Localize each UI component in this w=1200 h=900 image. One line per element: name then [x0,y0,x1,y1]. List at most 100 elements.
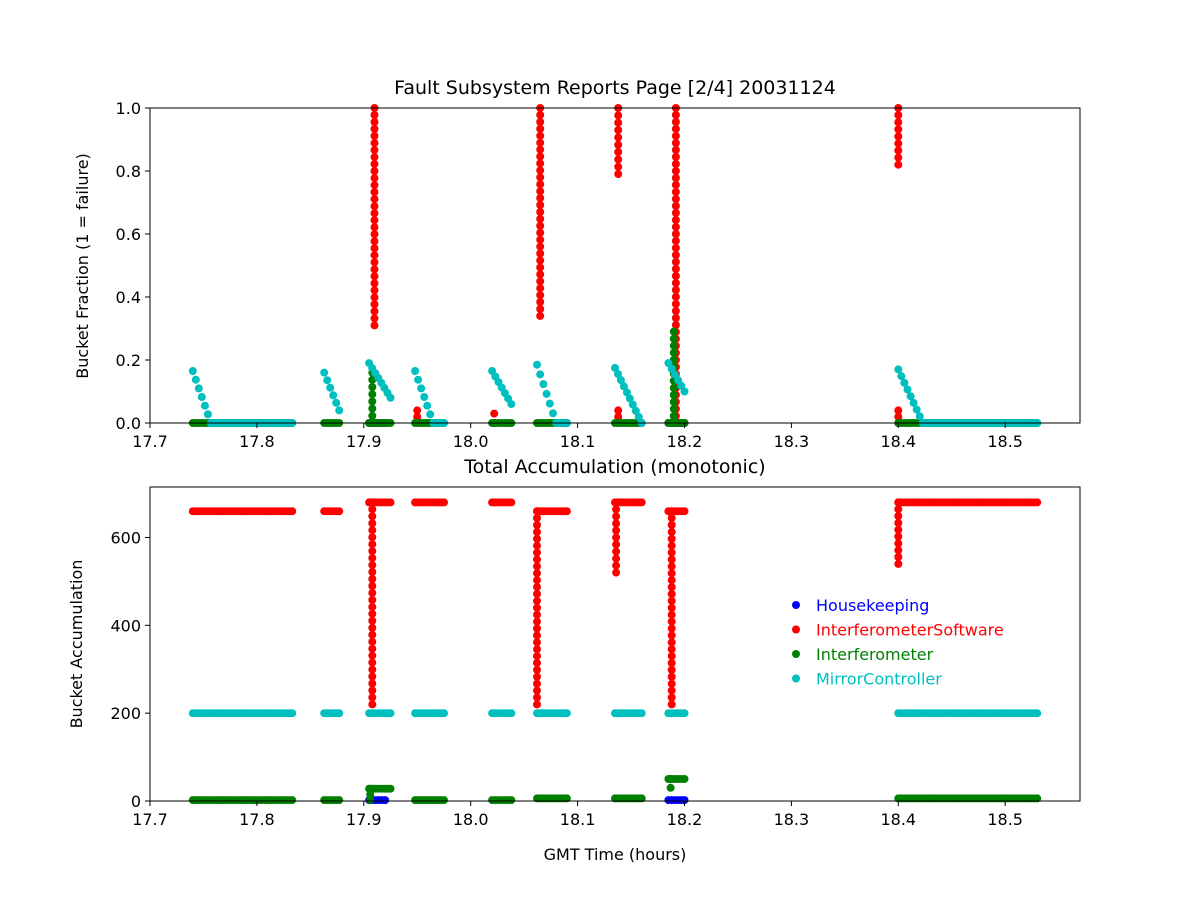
data-point [370,125,379,133]
data-point [533,555,541,564]
data-point [536,249,545,258]
data-point [614,370,622,378]
data-point [536,214,545,223]
data-point [614,162,623,171]
data-point [667,596,676,605]
series-MirrorController [188,709,1042,718]
data-point [671,125,680,133]
data-point [188,367,197,375]
data-point [533,638,541,647]
data-point [667,555,676,564]
data-point [894,139,903,148]
top-y-axis-label: Bucket Fraction (1 = failure) [73,153,92,379]
data-point [368,623,377,632]
data-point [536,145,545,154]
data-point [386,784,395,793]
data-point [533,596,541,605]
data-point [370,202,379,211]
bottom-chart-title: Total Accumulation (monotonic) [463,456,765,478]
data-point [417,384,426,393]
data-point [667,610,676,619]
data-point [507,498,516,507]
data-point [536,208,545,216]
data-point [507,796,516,805]
data-point [440,709,448,718]
data-point [894,132,903,141]
data-point [622,388,631,397]
data-point [536,194,545,203]
data-point [370,160,379,169]
data-point [536,138,545,147]
data-point [671,286,680,294]
data-point [667,693,676,702]
data-point [637,709,646,718]
data-point [423,401,432,410]
data-point [370,272,379,281]
data-point [906,392,915,401]
data-point [533,541,541,550]
data-point [335,796,344,805]
data-point [669,341,678,350]
data-point [894,512,903,520]
data-point [612,568,621,577]
data-point [426,410,435,419]
data-point [667,527,676,536]
data-point [533,610,541,619]
data-point [680,775,689,783]
legend-marker [792,625,800,634]
data-point [366,790,375,799]
data-point [368,397,377,406]
data-point [894,525,903,534]
data-point [894,160,903,169]
data-point [614,118,623,127]
data-point [671,244,680,252]
data-point [637,498,646,507]
data-point [667,541,676,550]
data-point [533,562,541,571]
data-point [667,521,676,529]
data-point [368,700,377,709]
data-point [614,170,623,179]
data-point [368,383,377,391]
data-point [368,512,377,521]
data-point [370,258,379,267]
data-point [536,228,545,237]
data-point [536,152,545,161]
data-point [671,251,680,259]
data-point [667,665,676,674]
data-point [667,590,676,598]
data-point [667,645,676,654]
data-point [612,512,621,521]
data-point [533,693,541,702]
data-point [413,412,422,421]
data-point [894,406,903,415]
data-point [667,672,676,681]
data-point [894,365,903,374]
data-point [533,624,541,633]
data-point [536,277,545,286]
data-point [667,603,676,612]
data-point [667,534,676,543]
y-tick-label: 0.0 [116,414,141,433]
data-point [368,411,377,420]
data-point [533,652,541,661]
data-point [533,700,541,709]
data-point [440,796,448,805]
bottom-data-points [188,498,1042,805]
data-point [533,672,541,681]
data-point [368,568,377,576]
data-point [545,399,554,408]
y-tick-label: 0.2 [116,351,141,370]
bottom-y-axis-label: Bucket Accumulation [67,560,86,729]
data-point [667,679,676,688]
data-point [370,139,379,148]
y-tick-label: 0.8 [116,162,141,181]
data-point [619,382,628,391]
x-tick-label: 18.1 [560,432,596,451]
data-point [667,652,676,661]
data-point [386,709,395,718]
series-InterferometerSoftware [188,498,1042,709]
data-point [536,305,545,313]
legend-label: Interferometer [816,645,934,664]
